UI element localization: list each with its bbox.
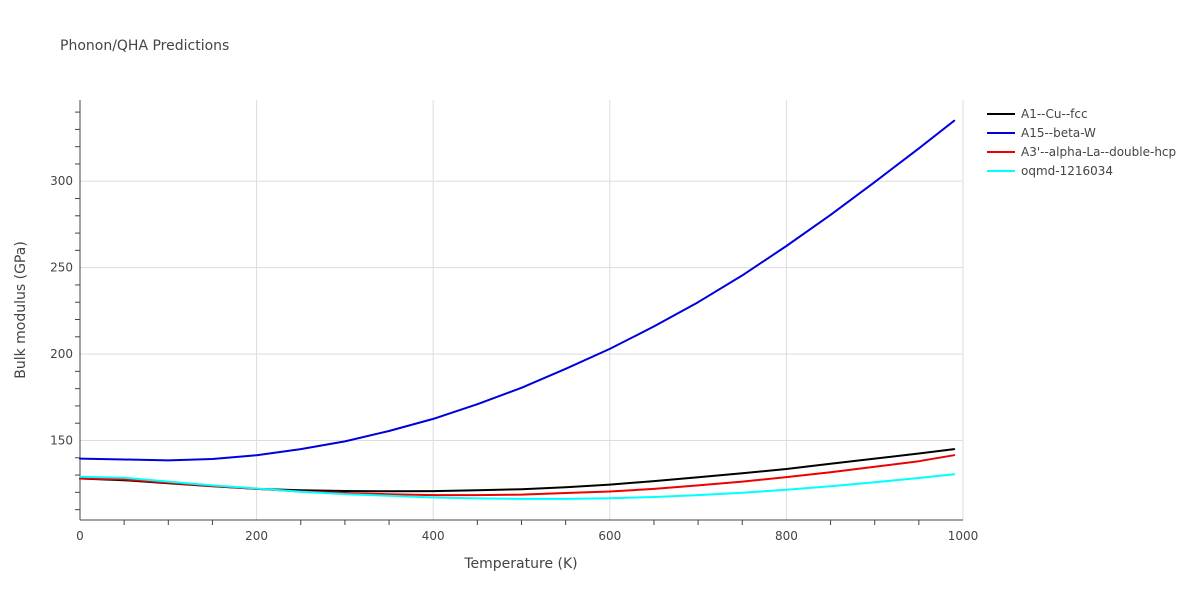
legend-item-1[interactable]: A1--Cu--fcc xyxy=(987,107,1088,121)
x-tick-label: 0 xyxy=(76,529,84,543)
series-line-4 xyxy=(79,473,956,500)
legend-label: A3'--alpha-La--double-hcp xyxy=(1021,145,1176,159)
y-tick-label: 250 xyxy=(50,261,73,275)
legend-item-3[interactable]: A3'--alpha-La--double-hcp xyxy=(987,145,1176,159)
y-axis-title: Bulk modulus (GPa) xyxy=(13,241,29,379)
chart-title: Phonon/QHA Predictions xyxy=(60,38,229,54)
y-tick-label: 200 xyxy=(50,347,73,361)
x-tick-label: 600 xyxy=(598,529,621,543)
legend[interactable]: A1--Cu--fcc A15--beta-W A3'--alpha-La--dou… xyxy=(987,107,1176,178)
legend-label: oqmd-1216034 xyxy=(1021,164,1113,178)
legend-item-4[interactable]: oqmd-1216034 xyxy=(987,164,1113,178)
series-lines xyxy=(79,119,956,500)
legend-label: A1--Cu--fcc xyxy=(1021,107,1088,121)
y-tick-label: 150 xyxy=(50,433,73,447)
axes: 0 200 400 600 800 1000 150 200 250 300 xyxy=(50,100,978,543)
x-tick-label: 1000 xyxy=(948,529,979,543)
series-line-2 xyxy=(79,119,956,462)
legend-item-2[interactable]: A15--beta-W xyxy=(987,126,1096,140)
y-tick-label: 300 xyxy=(50,174,73,188)
x-tick-label: 200 xyxy=(245,529,268,543)
x-tick-label: 400 xyxy=(422,529,445,543)
x-axis-title: Temperature (K) xyxy=(463,556,577,572)
x-tick-label: 800 xyxy=(775,529,798,543)
grid xyxy=(80,100,964,520)
legend-label: A15--beta-W xyxy=(1021,126,1096,140)
